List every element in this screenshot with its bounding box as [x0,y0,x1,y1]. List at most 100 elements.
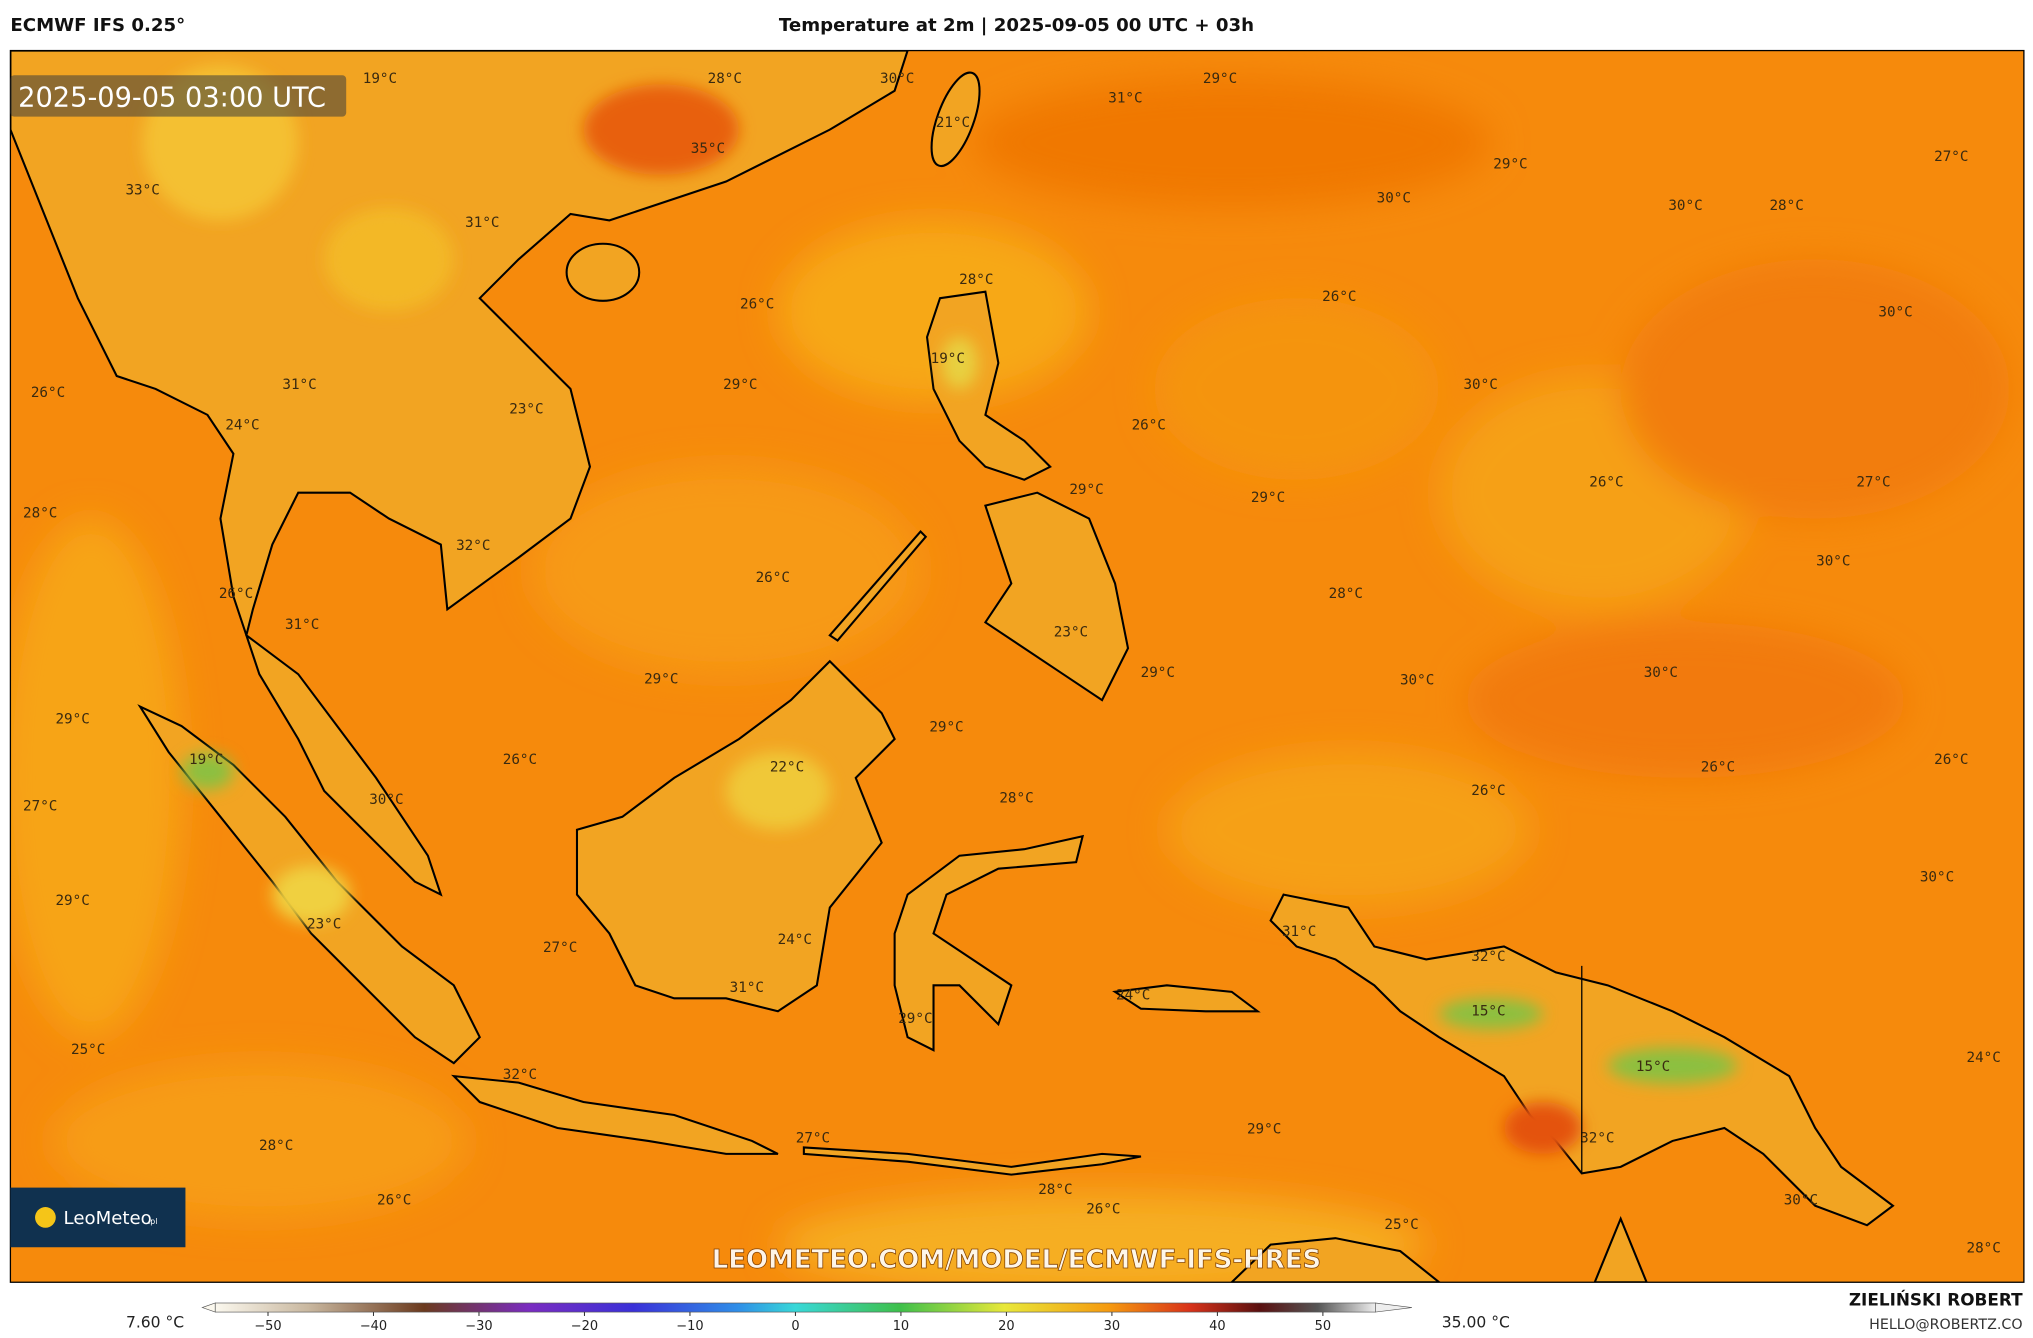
temperature-label: 29°C [723,377,757,393]
temperature-label: 26°C [1322,289,1356,305]
map-title: Temperature at 2m | 2025-09-05 00 UTC + … [779,15,1254,36]
temperature-label: 23°C [1054,625,1088,641]
temperature-label: 30°C [1400,673,1434,689]
temperature-label: 26°C [1934,752,1968,768]
temperature-label: 35°C [691,141,725,157]
temperature-label: 23°C [307,916,341,932]
temperature-label: 30°C [1816,553,1850,569]
temperature-label: 26°C [1589,474,1623,490]
temperature-label: 27°C [1856,474,1890,490]
temperature-label: 31°C [730,980,764,996]
temperature-label: 30°C [1920,870,1954,886]
temperature-label: 15°C [1636,1059,1670,1075]
temperature-label: 28°C [959,272,993,288]
temperature-label: 21°C [936,115,970,131]
temperature-label: 30°C [880,71,914,87]
logo-sun [35,1207,56,1228]
colorbar: −50 −40 −30 −20 −10 0 10 20 30 40 50 [201,1302,1412,1334]
temperature-label: 26°C [740,297,774,313]
temperature-label: 27°C [1934,149,1968,165]
colorbar-tick-label: 40 [1209,1319,1225,1334]
author: ZIELIŃSKI ROBERT [1849,1289,2023,1310]
colorbar-tick-label: −50 [254,1319,281,1334]
temperature-label: 26°C [1132,417,1166,433]
temperature-label: 28°C [23,505,57,521]
colorbar-tick-label: 10 [893,1319,909,1334]
temperature-label: 29°C [1141,665,1175,681]
temperature-label: 30°C [1878,304,1912,320]
temperature-label: 29°C [1251,490,1285,506]
model-name: ECMWF IFS 0.25° [10,15,185,36]
temperature-label: 24°C [1116,988,1150,1004]
temperature-label: 32°C [456,538,490,554]
temperature-label: 24°C [225,417,259,433]
temperature-label: 29°C [898,1011,932,1027]
temperature-label: 32°C [1471,949,1505,965]
watermark: LEOMETEO.COM/MODEL/ECMWF-IFS-HRES [712,1245,1321,1275]
temperature-label: 30°C [1644,665,1678,681]
temperature-label: 25°C [71,1042,105,1058]
temperature-label: 26°C [1471,783,1505,799]
temperature-label: 31°C [1282,924,1316,940]
temperature-label: 32°C [503,1067,537,1083]
temperature-label: 28°C [259,1138,293,1154]
map-area: 19°C 28°C 30°C 31°C 29°C 35°C 21°C 33°C 31°C 29°C… [10,50,2024,1283]
temperature-label: 19°C [189,752,223,768]
logo-suffix: .pl [148,1217,158,1226]
temperature-label: 26°C [503,752,537,768]
temperature-label: 31°C [282,377,316,393]
temperature-label: 30°C [1463,377,1497,393]
temperature-label: 26°C [756,570,790,586]
colorbar-tick-label: 30 [1104,1319,1120,1334]
map-frame [9,49,2025,1283]
colorbar-min-label: 7.60 °C [126,1314,184,1332]
temperature-label: 28°C [708,71,742,87]
colorbar-tick-label: −20 [571,1319,598,1334]
temperature-label: 22°C [770,760,804,776]
temperature-label: 27°C [796,1130,830,1146]
temperature-label: 29°C [644,671,678,687]
temperature-label: 31°C [285,617,319,633]
temperature-label: 30°C [1377,190,1411,206]
temperature-label: 19°C [363,71,397,87]
temperature-label: 28°C [1967,1241,2001,1257]
temperature-label: 28°C [999,791,1033,807]
timestamp-box [10,75,347,117]
temperature-label: 29°C [1069,482,1103,498]
colorbar-max-label: 35.00 °C [1442,1314,1510,1332]
temperature-label: 30°C [369,792,403,808]
temperature-label: 30°C [1784,1193,1818,1209]
colorbar-gradient [214,1302,1376,1313]
colorbar-tick-label: 20 [998,1319,1014,1334]
temperature-label: 29°C [1493,157,1527,173]
temperature-label: 31°C [1108,91,1142,107]
temperature-label: 26°C [377,1193,411,1209]
temperature-label: 26°C [1086,1202,1120,1218]
colorbar-tick-label: 0 [791,1319,799,1334]
temperature-label: 26°C [1701,760,1735,776]
colorbar-left-end [201,1302,216,1313]
logo-text: LeoMeteo [64,1208,152,1229]
temperature-label: 27°C [23,798,57,814]
temperature-label: 30°C [1668,198,1702,214]
temperature-label: 33°C [125,183,159,199]
temperature-label: 31°C [465,215,499,231]
temperature-label: 29°C [55,893,89,909]
temperature-label: 28°C [1038,1182,1072,1198]
temperature-label: 28°C [1769,198,1803,214]
temperature-labels: 19°C 28°C 30°C 31°C 29°C 35°C 21°C 33°C 31°C 29°C… [23,71,2001,1256]
temperature-label: 27°C [543,940,577,956]
temperature-label: 26°C [31,385,65,401]
temperature-label: 29°C [1203,71,1237,87]
temperature-label: 19°C [931,351,965,367]
temperature-label: 29°C [55,712,89,728]
temperature-label: 28°C [1329,586,1363,602]
temperature-label: 26°C [219,586,253,602]
temperature-label: 32°C [1580,1130,1614,1146]
temperature-label: 15°C [1471,1003,1505,1019]
temperature-label: 29°C [929,719,963,735]
temperature-label: 24°C [778,932,812,948]
colorbar-tick-label: 50 [1315,1319,1331,1334]
temperature-label: 24°C [1967,1050,2001,1066]
